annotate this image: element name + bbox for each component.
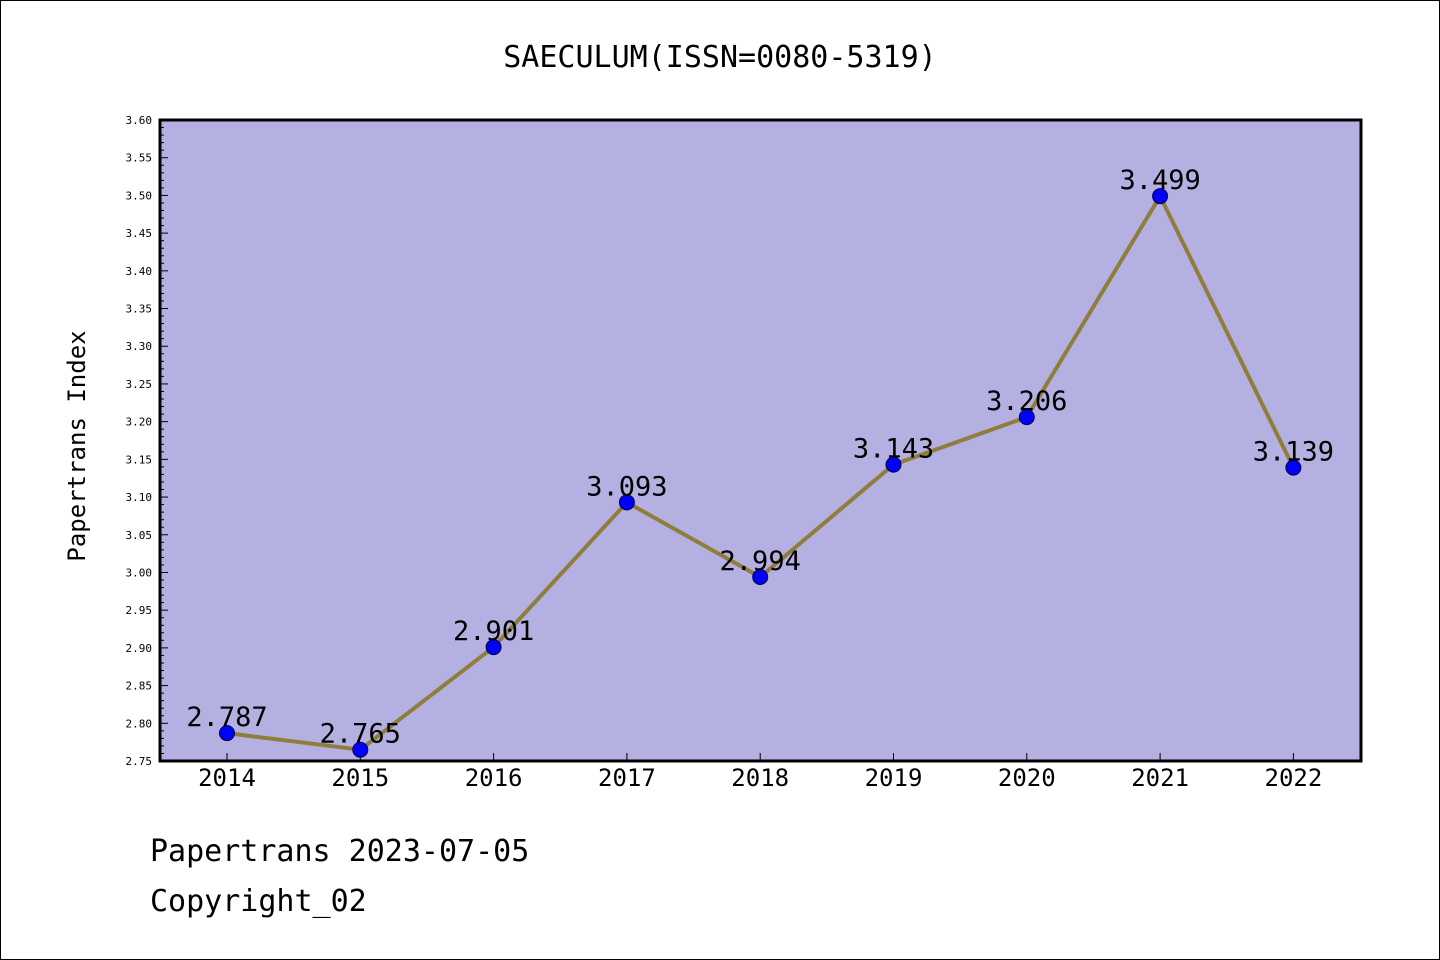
footer-copyright: Copyright_02 (150, 884, 367, 919)
data-label: 2.901 (453, 616, 534, 647)
data-label: 3.139 (1253, 437, 1334, 468)
x-tick-label: 2020 (998, 764, 1056, 792)
x-axis: 2014 2015 2016 2017 2018 2019 2020 2021 2022 (198, 753, 1322, 792)
y-tick-label: 3.55 (126, 152, 153, 165)
plot-border (158, 118, 1363, 763)
data-label: 3.093 (586, 471, 667, 502)
footer-date: Papertrans 2023-07-05 (150, 834, 530, 869)
y-tick-label: 3.50 (126, 189, 153, 202)
data-label: 2.765 (320, 719, 401, 750)
x-tick-label: 2021 (1131, 764, 1189, 792)
y-axis: 2.75 2.80 2.85 2.90 2.95 3.00 3.05 3.10 3.15 3.20… (126, 114, 168, 768)
x-tick-label: 2014 (198, 764, 256, 792)
y-tick-label: 3.40 (126, 265, 153, 278)
y-tick-label: 3.00 (126, 566, 153, 579)
data-label: 2.994 (720, 546, 801, 577)
data-point (352, 741, 369, 758)
y-axis-label: Papertrans Index (63, 330, 91, 561)
x-tick-label: 2017 (598, 764, 656, 792)
data-point (618, 494, 635, 511)
y-tick-label: 3.20 (126, 416, 153, 429)
y-tick-label: 3.15 (126, 453, 153, 466)
y-tick-label: 3.30 (126, 340, 153, 353)
y-tick-label: 3.60 (126, 114, 153, 127)
data-point (885, 456, 902, 473)
x-tick-label: 2018 (731, 764, 789, 792)
data-label: 2.787 (186, 702, 267, 733)
y-tick-label: 3.45 (126, 227, 153, 240)
data-point (1152, 188, 1169, 205)
data-point (219, 725, 235, 742)
x-tick-label: 2019 (865, 764, 923, 792)
data-label: 3.143 (853, 434, 934, 465)
data-markers (219, 188, 1302, 758)
y-tick-label: 2.85 (126, 680, 153, 693)
y-tick-label: 2.75 (126, 755, 153, 768)
y-tick-label: 3.05 (126, 529, 153, 542)
chart-title: SAECULUM(ISSN=0080-5319) (503, 40, 936, 75)
y-tick-label: 3.35 (126, 303, 153, 316)
plot-area (160, 120, 1361, 761)
data-point (1018, 409, 1035, 426)
y-tick-label: 2.95 (126, 604, 153, 617)
data-point (1285, 459, 1302, 476)
data-labels: 2.787 2.765 2.901 3.093 2.994 3.143 3.206 3.499… (186, 165, 1334, 750)
y-tick-label: 2.80 (126, 717, 153, 730)
y-tick-label: 2.90 (126, 642, 153, 655)
x-tick-label: 2015 (331, 764, 389, 792)
y-tick-label: 3.25 (126, 378, 153, 391)
y-tick-label: 3.10 (126, 491, 153, 504)
x-tick-label: 2022 (1265, 764, 1323, 792)
x-tick-label: 2016 (465, 764, 523, 792)
data-point (485, 639, 502, 656)
data-label: 3.206 (986, 386, 1067, 417)
data-point (752, 568, 769, 585)
data-label: 3.499 (1119, 165, 1200, 196)
